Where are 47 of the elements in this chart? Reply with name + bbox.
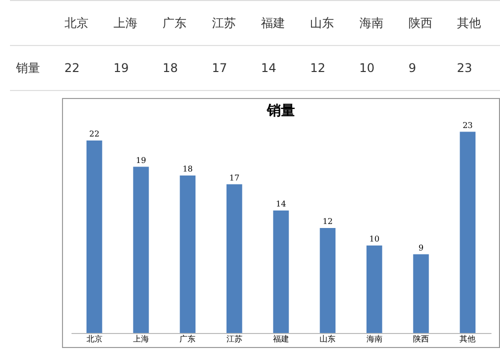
category-label: 福建 bbox=[254, 0, 304, 46]
bar bbox=[320, 228, 336, 333]
data-label: 17 bbox=[229, 173, 240, 182]
bar bbox=[273, 210, 289, 333]
data-label: 23 bbox=[450, 46, 500, 90]
x-tick-label: 陕西 bbox=[413, 334, 429, 344]
data-label: 9 bbox=[402, 46, 451, 90]
category-label: 北京 bbox=[58, 0, 108, 46]
chart-title: 销量 bbox=[266, 102, 295, 119]
bar bbox=[413, 254, 429, 333]
bar bbox=[180, 176, 196, 333]
x-tick-label: 其他 bbox=[460, 334, 476, 344]
data-label: 22 bbox=[89, 130, 100, 138]
data-label: 22 bbox=[58, 46, 108, 90]
category-label: 海南 bbox=[353, 0, 402, 46]
data-label: 19 bbox=[136, 156, 146, 165]
data-label: 18 bbox=[156, 46, 206, 90]
data-label: 19 bbox=[108, 46, 157, 90]
data-label: 12 bbox=[304, 46, 354, 90]
category-label: 江苏 bbox=[206, 0, 255, 46]
category-label: 山东 bbox=[304, 0, 354, 46]
category-label: 陕西 bbox=[402, 0, 451, 46]
data-label: 14 bbox=[254, 46, 304, 90]
data-label: 9 bbox=[418, 243, 424, 252]
category-label: 上海 bbox=[108, 0, 157, 46]
x-tick-label: 北京 bbox=[86, 334, 102, 344]
text: 销量 bbox=[10, 46, 58, 90]
x-tick-label: 海南 bbox=[366, 334, 382, 344]
data-label: 18 bbox=[182, 164, 193, 174]
x-tick-label: 广东 bbox=[180, 334, 196, 344]
x-tick-label: 上海 bbox=[133, 334, 149, 344]
data-label: 14 bbox=[276, 200, 286, 208]
data-label: 10 bbox=[353, 46, 402, 90]
bar bbox=[86, 140, 102, 333]
bar bbox=[366, 246, 382, 333]
category-label: 广东 bbox=[156, 0, 206, 46]
bar bbox=[460, 132, 476, 333]
data-label: 23 bbox=[462, 120, 473, 130]
x-tick-label: 福建 bbox=[273, 334, 289, 344]
data-label: 10 bbox=[369, 234, 380, 244]
data-label: 17 bbox=[206, 46, 255, 90]
bar bbox=[133, 166, 149, 333]
data-label: 12 bbox=[322, 217, 333, 226]
bar bbox=[226, 184, 242, 333]
category-label: 其他 bbox=[450, 0, 500, 46]
x-tick-label: 江苏 bbox=[226, 334, 242, 344]
x-tick-label: 山东 bbox=[320, 334, 336, 344]
